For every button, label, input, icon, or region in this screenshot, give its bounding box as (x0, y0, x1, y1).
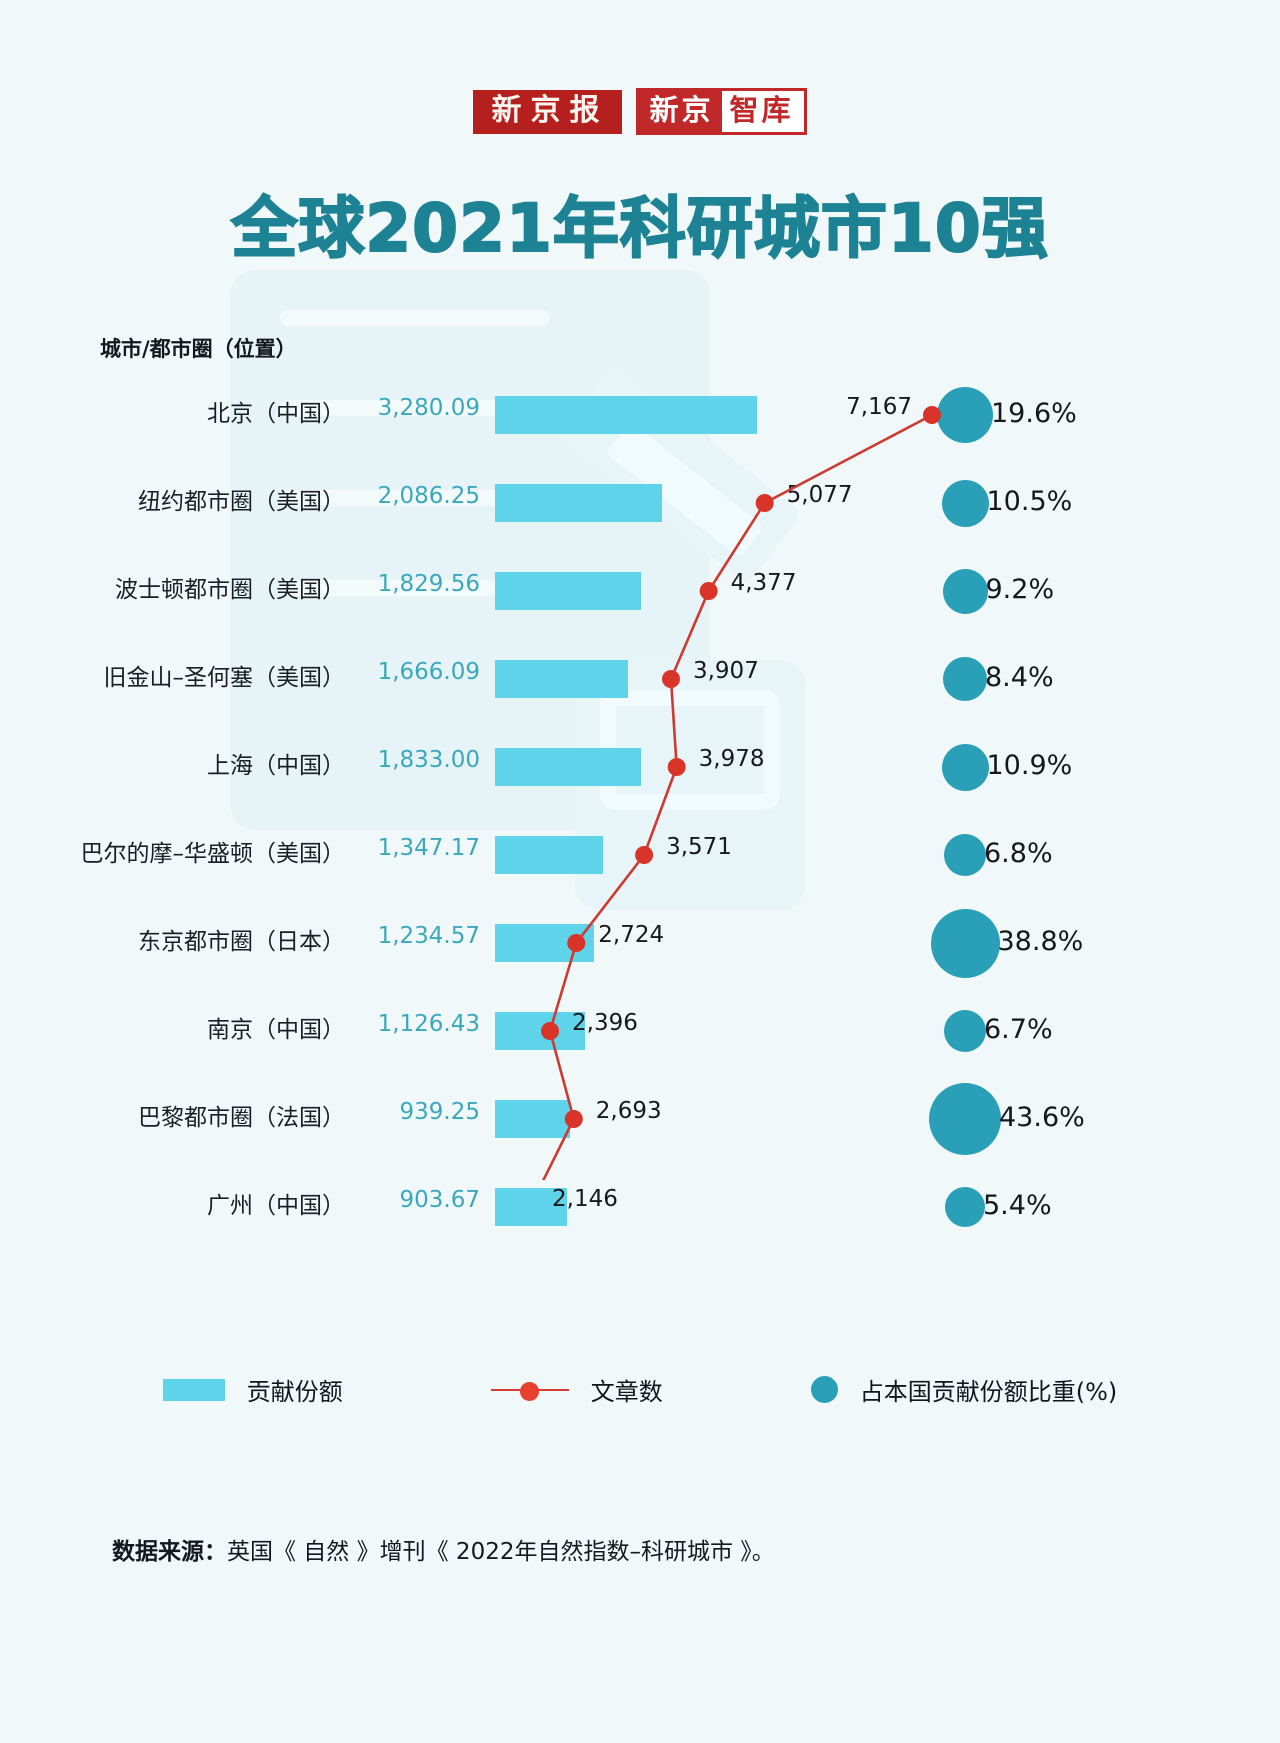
article-count-label: 4,377 (730, 570, 797, 596)
city-label: 巴尔的摩–华盛顿（美国） (80, 841, 346, 867)
share-value: 1,126.43 (377, 1011, 480, 1037)
share-value: 1,829.56 (377, 571, 480, 597)
article-count-label: 2,146 (552, 1186, 618, 1212)
article-count-label: 2,396 (572, 1010, 638, 1036)
table-row: 旧金山–圣何塞（美国） 1,666.09 3,907 8.4% (0, 644, 1280, 732)
share-bar (495, 836, 603, 874)
country-share-percent: 10.9% (986, 750, 1073, 781)
country-share-bubble (945, 1187, 985, 1227)
article-count-label: 2,724 (598, 922, 665, 948)
share-value: 1,833.00 (377, 747, 480, 773)
country-share-percent: 6.8% (984, 838, 1053, 869)
brand-logos: 新京报 新京 智库 (0, 88, 1280, 135)
table-row: 巴尔的摩–华盛顿（美国） 1,347.17 3,571 6.8% (0, 820, 1280, 908)
data-source-text: 英国《 自然 》增刊《 2022年自然指数–科研城市 》。 (227, 1539, 775, 1565)
article-count-label: 3,907 (692, 658, 759, 684)
article-count-label: 3,978 (698, 746, 765, 772)
article-count-label: 3,571 (666, 834, 732, 860)
bar-swatch-icon (162, 1378, 225, 1401)
city-label: 巴黎都市圈（法国） (138, 1105, 345, 1131)
table-row: 巴黎都市圈（法国） 939.25 2,693 43.6% (0, 1083, 1280, 1172)
share-value: 1,666.09 (377, 659, 480, 685)
share-value: 903.67 (399, 1187, 480, 1213)
bubble-swatch-icon (810, 1376, 838, 1403)
share-bar (495, 660, 628, 698)
logo-xinjing-mark: 新京 (639, 91, 722, 132)
country-share-percent: 6.7% (984, 1014, 1053, 1045)
country-share-percent: 19.6% (991, 398, 1077, 429)
share-value: 1,234.57 (377, 923, 480, 949)
table-row: 东京都市圈（日本） 1,234.57 2,724 38.8% (0, 908, 1280, 996)
table-row: 上海（中国） 1,833.00 3,978 10.9% (0, 732, 1280, 820)
country-share-percent: 38.8% (997, 926, 1084, 957)
article-count-label: 2,693 (595, 1098, 662, 1124)
chart-legend: 贡献份额 文章数 占本国贡献份额比重(%) (0, 1372, 1280, 1407)
chart-rows: 北京（中国） 3,280.09 7,167 19.6% 纽约都市圈（美国） 2,086.2… (0, 380, 1280, 1260)
share-bar (495, 1188, 567, 1226)
city-label: 广州（中国） (207, 1193, 345, 1219)
country-share-bubble (929, 1083, 1001, 1155)
share-bar (495, 924, 594, 962)
city-label: 旧金山–圣何塞（美国） (103, 665, 346, 691)
legend-item-share: 贡献份额 (162, 1372, 343, 1407)
share-value: 2,086.25 (377, 483, 480, 509)
column-header-city: 城市/都市圈（位置） (100, 337, 297, 361)
legend-item-articles: 文章数 (490, 1372, 663, 1407)
country-share-bubble (943, 657, 987, 701)
data-source-prefix: 数据来源： (112, 1539, 227, 1565)
line-swatch-icon (490, 1379, 569, 1401)
article-count-label: 5,077 (786, 482, 853, 508)
country-share-bubble (944, 1010, 986, 1052)
legend-item-bubble: 占本国贡献份额比重(%) (810, 1372, 1118, 1407)
country-share-bubble (941, 743, 989, 791)
share-bar (495, 748, 641, 786)
country-share-bubble (944, 834, 986, 876)
country-share-percent: 10.5% (986, 486, 1073, 517)
share-bar (495, 484, 662, 522)
logo-zhiku-mark: 智库 (721, 91, 804, 132)
share-value: 1,347.17 (377, 835, 480, 861)
country-share-bubble (937, 387, 993, 443)
page-title: 全球2021年科研城市10强 (230, 189, 1049, 268)
city-label: 东京都市圈（日本） (138, 929, 345, 955)
article-count-label: 7,167 (846, 394, 912, 420)
logo-xinjing-zhiku: 新京 智库 (636, 88, 807, 135)
data-source-note: 数据来源：英国《 自然 》增刊《 2022年自然指数–科研城市 》。 (112, 1532, 775, 1566)
legend-label-bubble: 占本国贡献份额比重(%) (859, 1378, 1118, 1406)
logo-xinjingbao: 新京报 (473, 89, 623, 134)
share-bar (495, 396, 757, 434)
country-share-bubble (942, 568, 988, 614)
share-bar (495, 572, 641, 610)
table-row: 波士顿都市圈（美国） 1,829.56 4,377 9.2% (0, 556, 1280, 644)
legend-label-articles: 文章数 (590, 1378, 663, 1406)
country-share-percent: 43.6% (999, 1102, 1085, 1133)
share-value: 939.25 (399, 1099, 480, 1125)
table-row: 纽约都市圈（美国） 2,086.25 5,077 10.5% (0, 468, 1280, 556)
city-label: 北京（中国） (207, 401, 345, 427)
city-label: 上海（中国） (207, 753, 345, 779)
country-share-bubble (941, 479, 989, 527)
city-label: 南京（中国） (207, 1017, 345, 1043)
table-row: 广州（中国） 903.67 2,146 5.4% (0, 1172, 1280, 1260)
table-row: 北京（中国） 3,280.09 7,167 19.6% (0, 380, 1280, 468)
country-share-percent: 8.4% (985, 662, 1054, 693)
legend-label-share: 贡献份额 (246, 1378, 343, 1406)
city-label: 波士顿都市圈（美国） (115, 577, 345, 603)
country-share-bubble (930, 908, 1000, 978)
country-share-percent: 9.2% (985, 574, 1055, 605)
share-value: 3,280.09 (377, 395, 480, 421)
country-share-percent: 5.4% (983, 1190, 1052, 1221)
share-bar (495, 1100, 570, 1138)
city-label: 纽约都市圈（美国） (138, 489, 345, 515)
table-row: 南京（中国） 1,126.43 2,396 6.7% (0, 996, 1280, 1084)
